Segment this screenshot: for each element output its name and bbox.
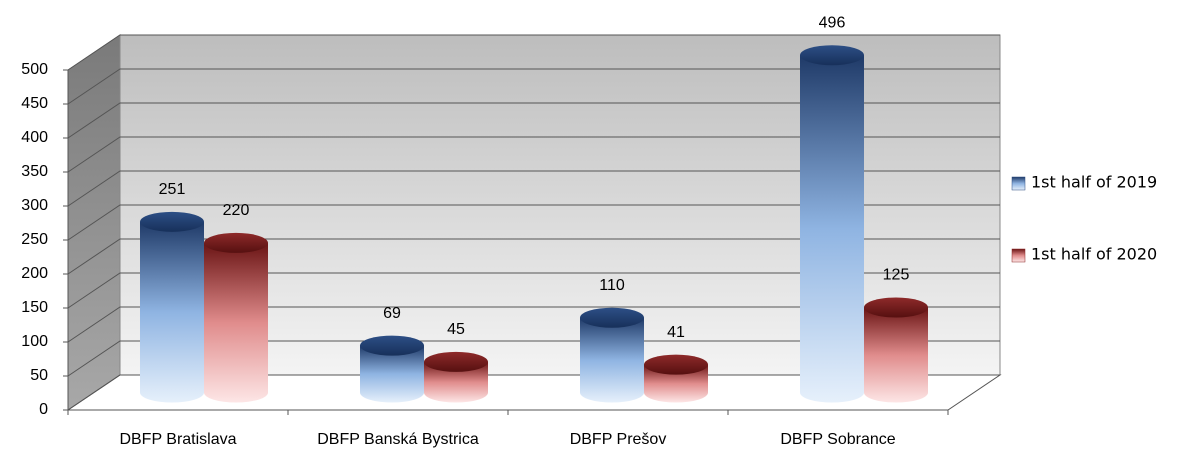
grid-line — [67, 238, 1000, 275]
y-tick-label: 400 — [21, 129, 48, 146]
grid-line — [67, 34, 1000, 71]
bar-top — [800, 45, 864, 66]
data-label: 496 — [819, 14, 846, 31]
bar-top — [204, 232, 268, 253]
bar-top — [140, 211, 204, 232]
data-label: 220 — [223, 202, 250, 219]
grid-line — [67, 136, 1000, 173]
y-tick-label: 150 — [21, 299, 48, 316]
bar-top — [644, 354, 708, 375]
bar-top — [424, 351, 488, 372]
grid-line — [67, 272, 1000, 309]
legend-swatch — [1011, 248, 1026, 263]
bar — [580, 307, 644, 403]
bar — [204, 232, 268, 403]
bar-body — [644, 364, 708, 403]
x-tick-label-box: DBFP Bratislava — [119, 431, 237, 448]
bar — [800, 45, 864, 403]
bar — [644, 354, 708, 403]
grid-line — [67, 306, 1000, 343]
y-tick-label: 50 — [30, 367, 48, 384]
bar-body — [800, 55, 864, 403]
y-tick-label: 0 — [39, 401, 48, 418]
bar-body — [360, 345, 424, 403]
grid-line — [67, 170, 1000, 207]
grid-line — [67, 340, 1000, 377]
x-tick-label: DBFP Banská Bystrica — [317, 431, 479, 448]
grid-line — [67, 204, 1000, 241]
bar — [360, 335, 424, 403]
x-tick-label: DBFP Bratislava — [119, 431, 237, 448]
data-label: 45 — [447, 321, 465, 338]
data-label: 110 — [599, 277, 625, 294]
y-tick-label: 250 — [21, 231, 48, 248]
x-tick-label-box: DBFP Banská Bystrica — [317, 431, 479, 448]
x-tick-label-box: DBFP Prešov — [569, 431, 667, 448]
bar — [140, 211, 204, 403]
bar — [864, 297, 928, 403]
x-tick-label-box: DBFP Sobrance — [780, 431, 896, 448]
y-tick-label: 300 — [21, 197, 48, 214]
data-label: 41 — [667, 324, 685, 341]
x-tick-label: DBFP Sobrance — [780, 431, 896, 448]
y-tick-label: 350 — [21, 163, 48, 180]
grid-line — [67, 102, 1000, 139]
bar-body — [864, 307, 928, 403]
data-label: 69 — [383, 305, 401, 322]
y-tick-label: 200 — [21, 265, 48, 282]
legend-label: 1st half of 2019 — [1031, 173, 1157, 192]
plot: 0 50 100 150 200 250 300 350 400 450 500 DBFP Brati… — [21, 14, 1157, 448]
y-tick-label: 450 — [21, 95, 48, 112]
legend-label: 1st half of 2020 — [1031, 245, 1157, 264]
bar-top — [580, 307, 644, 328]
bar-top — [360, 335, 424, 356]
data-label: 125 — [883, 267, 910, 284]
legend-swatch — [1011, 176, 1026, 191]
grid-line — [67, 68, 1000, 105]
y-tick-label: 500 — [21, 61, 48, 78]
bar-body — [580, 317, 644, 403]
data-label: 251 — [159, 181, 186, 198]
bar-top — [864, 297, 928, 318]
x-tick-label: DBFP Prešov — [569, 431, 667, 448]
bar — [424, 351, 488, 403]
bar-body — [140, 221, 204, 403]
bar-body — [204, 242, 268, 403]
bar-body — [424, 361, 488, 403]
y-tick-label: 100 — [21, 333, 48, 350]
